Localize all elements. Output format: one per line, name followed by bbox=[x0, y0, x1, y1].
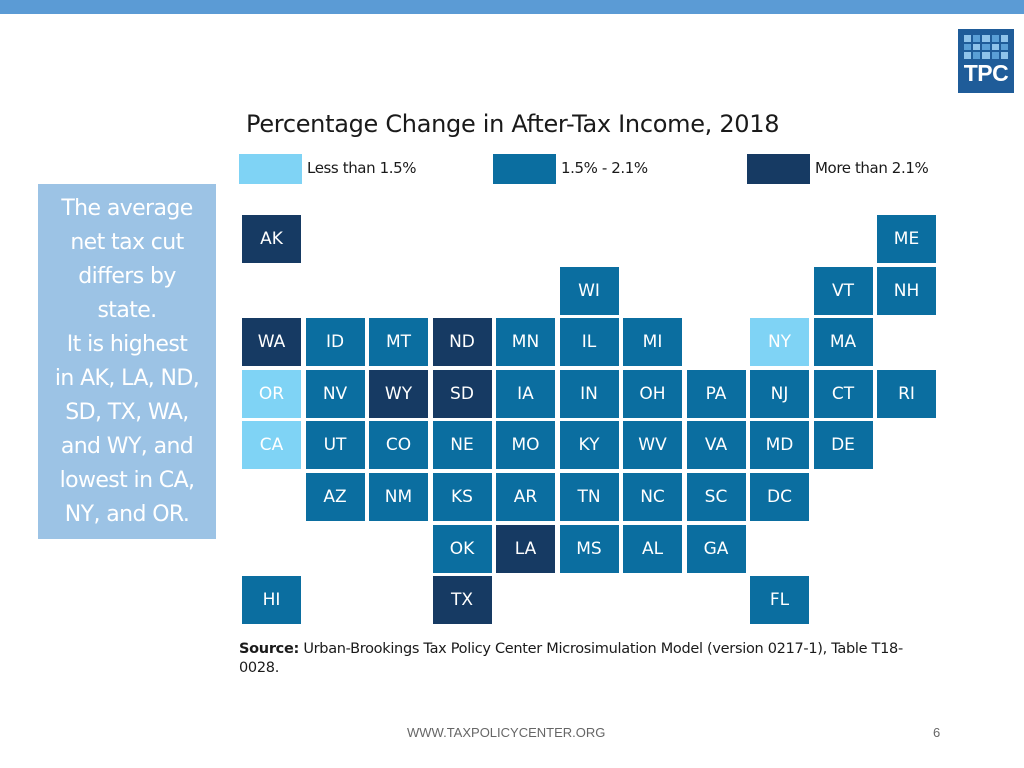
state-tile-oh[interactable]: OH bbox=[623, 369, 682, 418]
state-tile-ct[interactable]: CT bbox=[813, 369, 873, 418]
state-tile-pa[interactable]: PA bbox=[686, 369, 746, 418]
state-tile-mo[interactable]: MO bbox=[496, 421, 555, 470]
state-tile-ok[interactable]: OK bbox=[432, 524, 492, 573]
state-tile-wv[interactable]: WV bbox=[623, 421, 682, 470]
state-tile-ut[interactable]: UT bbox=[305, 421, 365, 470]
state-tile-tn[interactable]: TN bbox=[559, 473, 619, 521]
state-tile-nd[interactable]: ND bbox=[432, 318, 492, 367]
state-tile-co[interactable]: CO bbox=[369, 421, 428, 470]
state-tile-sd[interactable]: SD bbox=[432, 369, 492, 418]
callout-line: SD, TX, WA, bbox=[65, 400, 189, 425]
state-tile-nc[interactable]: NC bbox=[623, 473, 682, 521]
logo-grid-icon bbox=[964, 35, 1008, 59]
callout-line: lowest in CA, bbox=[59, 468, 195, 493]
callout-line: differs by bbox=[78, 264, 176, 289]
legend-label-mid: 1.5% - 2.1% bbox=[561, 159, 648, 177]
state-tile-nv[interactable]: NV bbox=[305, 369, 365, 418]
logo-text: TPC bbox=[963, 60, 1009, 86]
state-tile-wy[interactable]: WY bbox=[369, 369, 428, 418]
legend-label-high: More than 2.1% bbox=[815, 159, 929, 177]
state-tile-ga[interactable]: GA bbox=[686, 524, 746, 573]
tpc-logo: TPC bbox=[958, 29, 1014, 93]
source-note: Source: Urban-Brookings Tax Policy Cente… bbox=[239, 640, 919, 678]
state-tile-vt[interactable]: VT bbox=[813, 266, 873, 315]
state-tile-va[interactable]: VA bbox=[686, 421, 746, 470]
map-title: Percentage Change in After-Tax Income, 2… bbox=[246, 110, 780, 138]
state-tile-or[interactable]: OR bbox=[242, 369, 301, 418]
state-tile-il[interactable]: IL bbox=[559, 318, 619, 367]
callout-line: It is highest bbox=[66, 332, 188, 357]
state-tile-ar[interactable]: AR bbox=[496, 473, 555, 521]
state-tile-ms[interactable]: MS bbox=[559, 524, 619, 573]
state-tile-hi[interactable]: HI bbox=[242, 576, 301, 625]
state-tile-fl[interactable]: FL bbox=[750, 576, 809, 625]
state-tile-wa[interactable]: WA bbox=[242, 318, 301, 367]
state-tile-nm[interactable]: NM bbox=[369, 473, 428, 521]
source-label: Source: bbox=[239, 641, 300, 657]
state-tile-ak[interactable]: AK bbox=[242, 215, 301, 263]
page-number: 6 bbox=[933, 725, 941, 740]
state-tile-tx[interactable]: TX bbox=[432, 576, 492, 625]
top-accent-bar bbox=[0, 0, 1024, 14]
state-tile-ma[interactable]: MA bbox=[813, 318, 873, 367]
callout-line: The average bbox=[61, 196, 193, 221]
state-tile-ny[interactable]: NY bbox=[750, 318, 809, 367]
state-tile-la[interactable]: LA bbox=[496, 524, 555, 573]
callout-line: state. bbox=[97, 298, 157, 323]
state-tile-mi[interactable]: MI bbox=[623, 318, 682, 367]
state-tile-ri[interactable]: RI bbox=[877, 369, 936, 418]
legend-swatch-high bbox=[747, 154, 810, 184]
state-tile-nh[interactable]: NH bbox=[877, 266, 936, 315]
state-tile-az[interactable]: AZ bbox=[305, 473, 365, 521]
state-tile-ca[interactable]: CA bbox=[242, 421, 301, 470]
state-tile-md[interactable]: MD bbox=[750, 421, 809, 470]
legend-swatch-low bbox=[239, 154, 302, 184]
state-tile-in[interactable]: IN bbox=[559, 369, 619, 418]
callout-box: The average net tax cut differs by state… bbox=[38, 184, 216, 539]
state-tile-ne[interactable]: NE bbox=[432, 421, 492, 470]
callout-line: net tax cut bbox=[70, 230, 184, 255]
state-tile-me[interactable]: ME bbox=[877, 215, 936, 263]
state-tile-wi[interactable]: WI bbox=[559, 266, 619, 315]
state-tile-mn[interactable]: MN bbox=[496, 318, 555, 367]
state-tile-ky[interactable]: KY bbox=[559, 421, 619, 470]
state-tile-nj[interactable]: NJ bbox=[750, 369, 809, 418]
callout-line: and WY, and bbox=[60, 434, 194, 459]
state-tile-id[interactable]: ID bbox=[305, 318, 365, 367]
legend-label-low: Less than 1.5% bbox=[307, 159, 417, 177]
state-tile-sc[interactable]: SC bbox=[686, 473, 746, 521]
state-tile-mt[interactable]: MT bbox=[369, 318, 428, 367]
footer-url: WWW.TAXPOLICYCENTER.ORG bbox=[407, 725, 606, 740]
state-tile-ks[interactable]: KS bbox=[432, 473, 492, 521]
callout-line: NY, and OR. bbox=[64, 502, 190, 527]
state-tile-ia[interactable]: IA bbox=[496, 369, 555, 418]
state-tile-al[interactable]: AL bbox=[623, 524, 682, 573]
state-tile-dc[interactable]: DC bbox=[750, 473, 809, 521]
state-tile-de[interactable]: DE bbox=[813, 421, 873, 470]
source-text: Urban-Brookings Tax Policy Center Micros… bbox=[239, 641, 903, 676]
legend-swatch-mid bbox=[493, 154, 556, 184]
callout-line: in AK, LA, ND, bbox=[54, 366, 200, 391]
